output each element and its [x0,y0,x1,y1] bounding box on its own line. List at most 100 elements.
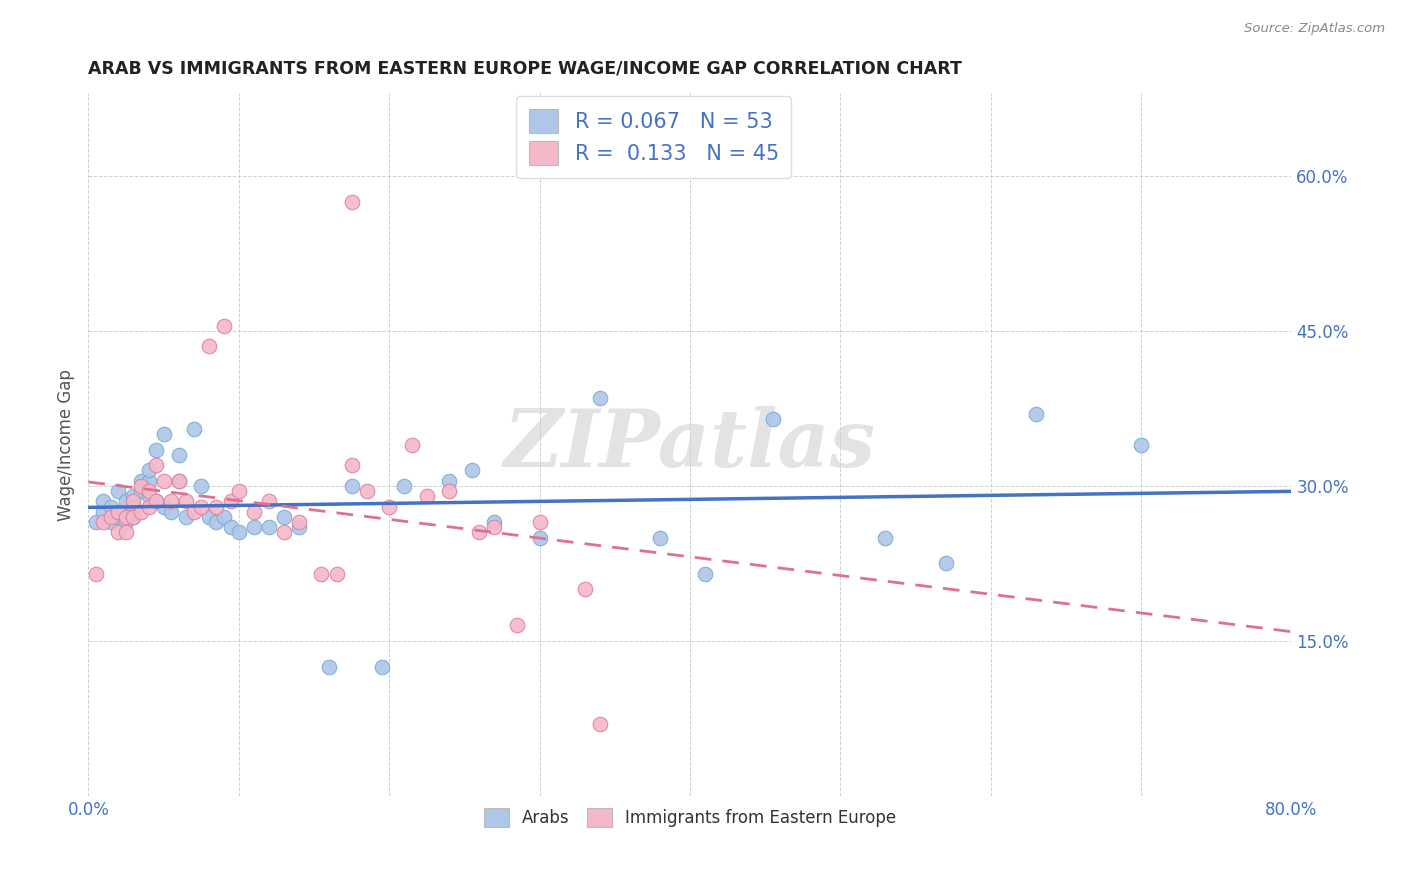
Point [311,566,333,581]
Point [589,391,612,405]
Point [84,515,107,529]
Point [288,520,311,534]
Point [100,510,122,524]
Point [228,525,250,540]
Point [138,484,160,499]
Point [190,479,212,493]
Point [212,510,235,524]
Point [167,474,190,488]
Legend: Arabs, Immigrants from Eastern Europe: Arabs, Immigrants from Eastern Europe [477,801,903,833]
Point [115,515,138,529]
Point [122,510,145,524]
Point [228,484,250,499]
Point [183,505,205,519]
Point [468,525,491,540]
Point [107,510,129,524]
Point [145,494,167,508]
Point [529,531,551,545]
Point [197,339,219,353]
Point [122,494,145,508]
Point [152,474,174,488]
Point [416,489,439,503]
Point [145,442,167,457]
Point [506,618,529,632]
Point [574,582,596,597]
Point [115,510,138,524]
Point [392,479,415,493]
Point [138,463,160,477]
Point [243,520,266,534]
Point [93,494,115,508]
Point [197,510,219,524]
Point [167,474,190,488]
Point [122,489,145,503]
Point [340,479,363,493]
Point [439,484,461,499]
Point [205,515,228,529]
Point [145,494,167,508]
Point [93,515,115,529]
Point [370,660,392,674]
Point [219,494,242,508]
Point [107,525,129,540]
Point [529,515,551,529]
Point [439,474,461,488]
Point [212,318,235,333]
Point [107,505,129,519]
Point [174,494,197,508]
Text: Source: ZipAtlas.com: Source: ZipAtlas.com [1244,22,1385,36]
Point [219,520,242,534]
Point [167,448,190,462]
Point [205,500,228,514]
Point [152,500,174,514]
Point [356,484,378,499]
Point [160,494,183,508]
Point [340,194,363,209]
Point [93,505,115,519]
Point [129,479,152,493]
Point [129,505,152,519]
Point [115,525,138,540]
Point [138,500,160,514]
Point [138,474,160,488]
Point [129,484,152,499]
Point [1130,437,1153,451]
Point [484,515,506,529]
Point [875,531,897,545]
Point [589,716,612,731]
Point [340,458,363,473]
Point [935,557,957,571]
Point [190,500,212,514]
Point [401,437,423,451]
Point [762,411,785,425]
Point [160,505,183,519]
Point [378,500,401,514]
Point [152,427,174,442]
Y-axis label: Wage/Income Gap: Wage/Income Gap [58,368,75,521]
Point [273,525,295,540]
Point [1025,407,1047,421]
Point [145,458,167,473]
Point [107,484,129,499]
Point [138,489,160,503]
Point [84,566,107,581]
Point [461,463,484,477]
Point [257,494,280,508]
Point [174,510,197,524]
Point [183,422,205,436]
Text: ZIPatlas: ZIPatlas [503,406,876,483]
Point [288,515,311,529]
Point [129,474,152,488]
Point [243,505,266,519]
Point [318,660,340,674]
Point [115,494,138,508]
Text: ARAB VS IMMIGRANTS FROM EASTERN EUROPE WAGE/INCOME GAP CORRELATION CHART: ARAB VS IMMIGRANTS FROM EASTERN EUROPE W… [89,60,962,78]
Point [648,531,671,545]
Point [484,520,506,534]
Point [257,520,280,534]
Point [122,500,145,514]
Point [122,510,145,524]
Point [273,510,295,524]
Point [100,515,122,529]
Point [115,505,138,519]
